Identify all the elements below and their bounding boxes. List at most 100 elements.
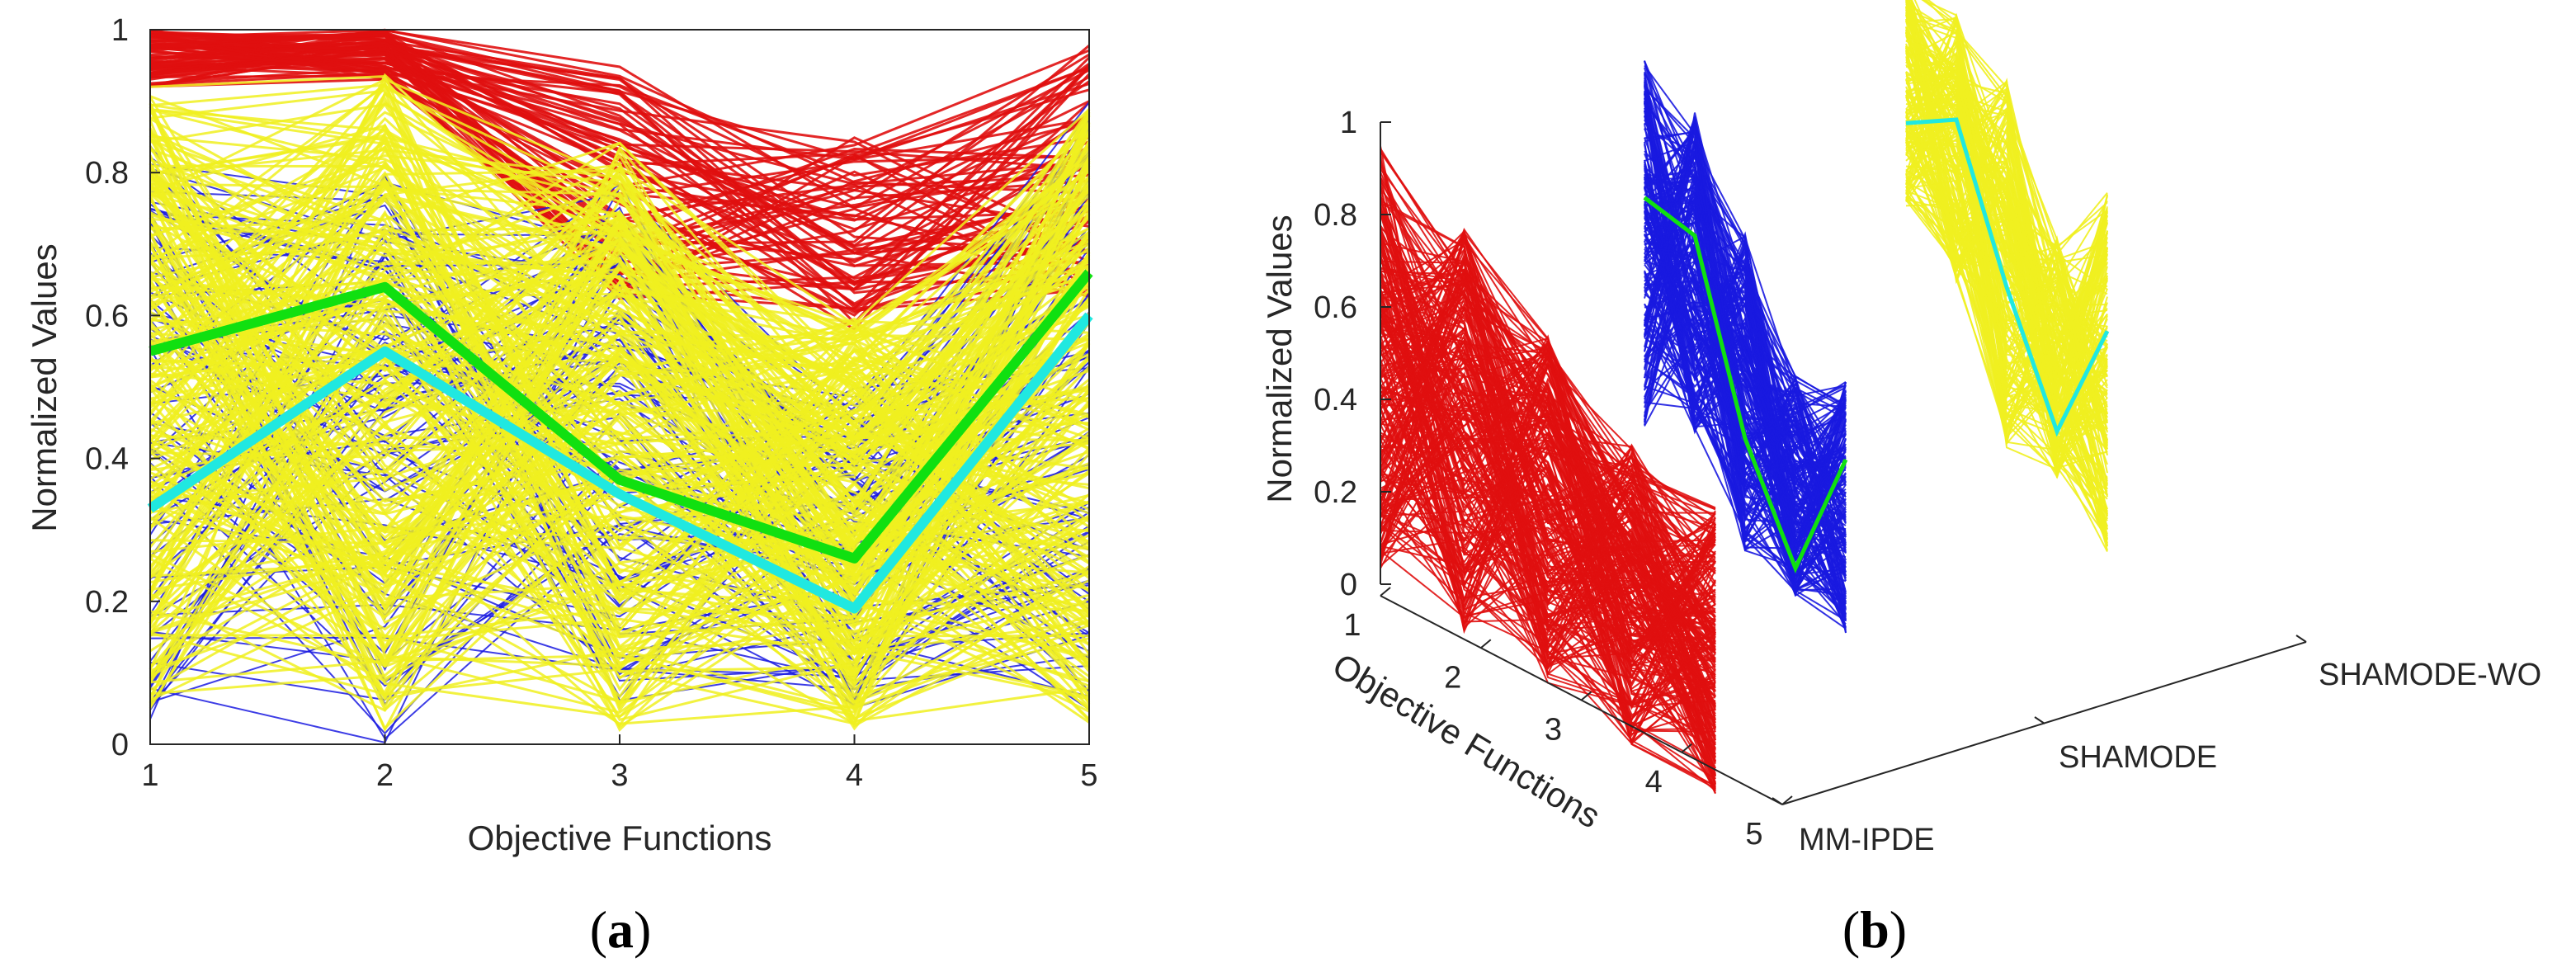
panel-a: 1 2 3 4 500.20.40.60.81 Objective Functions … [25, 13, 1098, 857]
MM-IPDE-line [1380, 255, 1716, 744]
panel-a-ylabel: Normalized Values [25, 243, 64, 531]
red-solutions-line [149, 78, 1090, 314]
red-solutions-line [149, 35, 1090, 248]
SHAMODE-mean-line [1643, 196, 1848, 573]
yellow-solutions-line [149, 103, 1090, 543]
yellow-solutions-line [149, 171, 1090, 577]
MM-IPDE-line [1380, 197, 1716, 758]
z-tick-label: 0.6 [1314, 290, 1357, 325]
SHAMODE-WO-line [1905, 33, 2108, 517]
y-tick-label: 0.2 [85, 585, 129, 620]
SHAMODE-WO-line [1921, 0, 2108, 248]
y-tick-label: 1 [111, 13, 129, 48]
yellow-solutions-line [149, 146, 1091, 513]
MM-IPDE-line [1380, 398, 1716, 651]
SHAMODE-WO-line [1905, 9, 2108, 530]
MM-IPDE-line [1380, 439, 1716, 684]
panel-b-xlabel: Objective Functions [1326, 645, 1606, 835]
SHAMODE-WO-line [1905, 87, 2108, 478]
SHAMODE-line [1644, 250, 1847, 552]
yellow-solutions-line [149, 217, 1090, 704]
MM-IPDE-line [1380, 287, 1716, 785]
MM-IPDE-line [1380, 402, 1716, 685]
SHAMODE-WO-line [1905, 72, 2108, 401]
MM-IPDE-line [1380, 384, 1716, 645]
MM-IPDE-line [1380, 347, 1716, 666]
SHAMODE-line [1644, 293, 1847, 616]
MM-IPDE-line [1380, 262, 1716, 685]
panel-a-plot-lines [147, 28, 1093, 744]
mean-cyan-line [147, 312, 1093, 614]
SHAMODE-line [1644, 294, 1847, 583]
yellow-solutions-line [149, 232, 1090, 718]
yellow-solutions-line [149, 187, 1090, 552]
MM-IPDE-line [1380, 255, 1716, 711]
MM-IPDE-line [1380, 382, 1716, 669]
SHAMODE-WO-mean-line [1905, 117, 2110, 437]
panel-b-plot-lines [1380, 0, 2110, 795]
category-tick-mark [2034, 716, 2045, 724]
SHAMODE-line [1644, 272, 1847, 582]
MM-IPDE-line [1380, 391, 1716, 573]
yellow-solutions-line [149, 201, 1091, 650]
x-tick-label: 1 [141, 758, 158, 793]
MM-IPDE-line [1380, 238, 1716, 623]
yellow-solutions-line [149, 127, 1090, 606]
MM-IPDE-line [1380, 271, 1716, 594]
MM-IPDE-line [1380, 431, 1716, 634]
category-label: MM-IPDE [1799, 823, 1935, 857]
z-tick-label: 0.4 [1314, 383, 1357, 418]
yellow-solutions-line [149, 184, 1091, 570]
yellow-solutions-line [149, 89, 1091, 708]
SHAMODE-line [1644, 60, 1847, 486]
objective-tick-mark [1580, 691, 1592, 701]
yellow-solutions-line [149, 170, 1090, 663]
z-tick-label: 0 [1340, 568, 1357, 602]
SHAMODE-line [1644, 227, 1847, 587]
SHAMODE-WO-line [1905, 191, 2108, 328]
yellow-solutions-line [149, 365, 1090, 712]
SHAMODE-line [1644, 155, 1847, 559]
MM-IPDE-line [1380, 538, 1716, 583]
MM-IPDE-line [1380, 294, 1716, 632]
SHAMODE-line [1644, 319, 1847, 525]
yellow-solutions-line [149, 173, 1091, 553]
yellow-solutions-line [149, 369, 1090, 668]
MM-IPDE-line [1380, 396, 1716, 632]
SHAMODE-line [1644, 321, 1847, 573]
panel-a-ticks: 1 2 3 4 5 0 0.2 0.4 0.6 0.8 1 [85, 13, 1097, 793]
MM-IPDE-line [1380, 290, 1716, 708]
x-tick-label: 5 [1080, 758, 1097, 793]
yellow-solutions-line [149, 342, 1090, 576]
MM-IPDE-line [1380, 358, 1716, 775]
yellow-solutions-line [149, 267, 1091, 639]
objective-tick-label: 5 [1745, 817, 1762, 852]
SHAMODE-WO-line [1905, 196, 2108, 527]
z-tick-label: 1 [1340, 106, 1357, 140]
objective-tick-label: 1 [1343, 608, 1361, 643]
SHAMODE-WO-line [1905, 45, 2108, 473]
SHAMODE-line [1644, 173, 1847, 493]
category-tick-mark [1772, 797, 1783, 805]
SHAMODE-WO-line [1905, 114, 2108, 441]
yellow-solutions-line [149, 187, 1091, 712]
objective-tick-mark [1681, 743, 1692, 753]
MM-IPDE-line [1380, 202, 1716, 648]
MM-IPDE-line [1380, 274, 1716, 737]
panel-b-axes: 0 0.2 0.4 0.6 0.8 1 1 2 3 4 5 MM-IPDE SHAMODE SHAMODE… [1314, 106, 2541, 857]
MM-IPDE-line [1380, 354, 1716, 705]
SHAMODE-line [1644, 215, 1847, 515]
yellow-solutions-line [149, 161, 1090, 710]
SHAMODE-WO-line [1905, 120, 2108, 479]
y-tick-label: 0 [111, 728, 129, 762]
yellow-solutions-line [149, 161, 1090, 422]
x-tick-label: 3 [611, 758, 628, 793]
SHAMODE-WO-line [1905, 34, 2108, 474]
category-label: SHAMODE [2059, 740, 2217, 775]
SHAMODE-WO-line [1908, 0, 2108, 435]
category-tick-mark [2295, 635, 2307, 643]
SHAMODE-line [1644, 247, 1847, 576]
MM-IPDE-line [1380, 188, 1716, 733]
yellow-solutions-line [149, 436, 1090, 696]
